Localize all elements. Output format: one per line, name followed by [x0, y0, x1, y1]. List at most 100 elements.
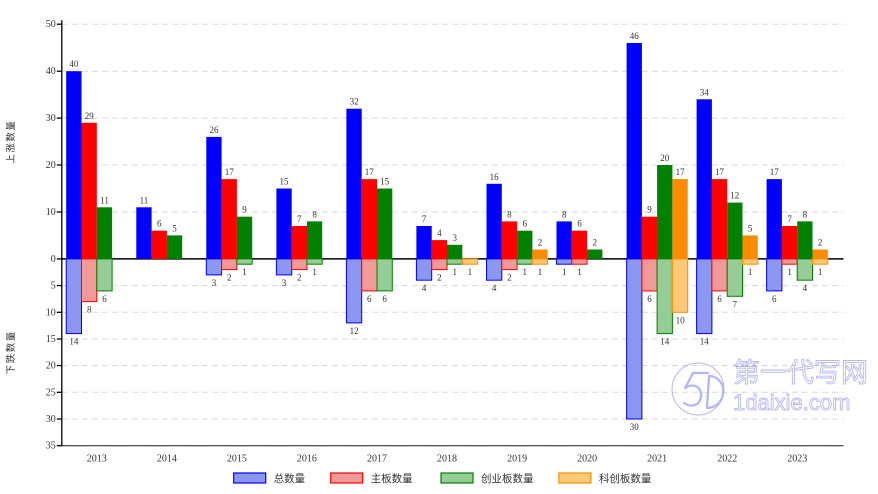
svg-text:26: 26 — [210, 125, 220, 135]
svg-text:17: 17 — [770, 167, 780, 177]
svg-text:1: 1 — [522, 267, 527, 277]
svg-text:1: 1 — [468, 267, 473, 277]
svg-text:1: 1 — [818, 267, 823, 277]
svg-text:9: 9 — [647, 205, 652, 215]
svg-text:0: 0 — [51, 254, 56, 265]
svg-text:14: 14 — [69, 337, 79, 347]
svg-text:上涨数量: 上涨数量 — [5, 120, 17, 164]
svg-text:16: 16 — [490, 172, 500, 182]
svg-text:6: 6 — [647, 294, 652, 304]
svg-text:11: 11 — [140, 195, 149, 205]
svg-text:7: 7 — [787, 214, 792, 224]
svg-text:2: 2 — [227, 273, 232, 283]
svg-text:30: 30 — [46, 414, 56, 425]
svg-text:6: 6 — [367, 294, 372, 304]
svg-text:下跌数量: 下跌数量 — [5, 330, 17, 374]
svg-text:17: 17 — [365, 167, 375, 177]
svg-text:1: 1 — [312, 267, 317, 277]
svg-text:17: 17 — [715, 167, 725, 177]
svg-text:7: 7 — [297, 214, 302, 224]
svg-text:14: 14 — [660, 337, 670, 347]
svg-text:35: 35 — [46, 441, 56, 452]
svg-text:3: 3 — [452, 233, 457, 243]
svg-text:10: 10 — [676, 315, 686, 325]
svg-text:2: 2 — [437, 273, 442, 283]
svg-text:2: 2 — [818, 238, 823, 248]
svg-text:3: 3 — [282, 278, 287, 288]
svg-text:10: 10 — [46, 307, 56, 318]
svg-text:2: 2 — [592, 238, 597, 248]
svg-text:6: 6 — [102, 294, 107, 304]
svg-text:1: 1 — [562, 267, 567, 277]
svg-text:2018: 2018 — [437, 454, 457, 465]
svg-text:8: 8 — [562, 209, 567, 219]
svg-text:34: 34 — [700, 87, 710, 97]
svg-text:2: 2 — [507, 273, 512, 283]
svg-text:2015: 2015 — [227, 454, 247, 465]
svg-text:2021: 2021 — [647, 454, 667, 465]
svg-text:6: 6 — [772, 294, 777, 304]
svg-text:4: 4 — [437, 228, 442, 238]
svg-text:2013: 2013 — [87, 454, 107, 465]
svg-text:1: 1 — [538, 267, 543, 277]
svg-text:40: 40 — [46, 66, 56, 77]
svg-text:32: 32 — [350, 97, 359, 107]
svg-text:1: 1 — [242, 267, 247, 277]
svg-text:2: 2 — [297, 273, 302, 283]
svg-text:11: 11 — [100, 195, 109, 205]
svg-text:25: 25 — [46, 387, 56, 398]
svg-text:1: 1 — [577, 267, 582, 277]
svg-text:5: 5 — [172, 223, 177, 233]
svg-text:8: 8 — [312, 209, 317, 219]
svg-text:8: 8 — [87, 305, 92, 315]
svg-text:6: 6 — [717, 294, 722, 304]
svg-text:9: 9 — [242, 205, 247, 215]
svg-text:2: 2 — [538, 238, 543, 248]
svg-text:2019: 2019 — [507, 454, 527, 465]
svg-text:6: 6 — [577, 219, 582, 229]
svg-text:总数量: 总数量 — [274, 472, 306, 485]
svg-text:4: 4 — [422, 283, 427, 293]
svg-text:46: 46 — [630, 31, 640, 41]
svg-text:2016: 2016 — [297, 454, 317, 465]
svg-text:20: 20 — [660, 153, 670, 163]
svg-text:1: 1 — [452, 267, 457, 277]
svg-text:15: 15 — [46, 334, 56, 345]
svg-text:14: 14 — [700, 337, 710, 347]
svg-text:科创板数量: 科创板数量 — [599, 472, 652, 485]
svg-text:3: 3 — [212, 278, 217, 288]
svg-text:创业板数量: 创业板数量 — [481, 472, 534, 485]
svg-text:4: 4 — [803, 283, 808, 293]
svg-text:20: 20 — [46, 160, 56, 171]
svg-text:第一代写网: 第一代写网 — [733, 358, 868, 388]
svg-text:15: 15 — [280, 177, 290, 187]
svg-text:30: 30 — [630, 422, 640, 432]
svg-text:10: 10 — [46, 207, 56, 218]
svg-text:29: 29 — [85, 111, 95, 121]
svg-text:8: 8 — [507, 209, 512, 219]
svg-text:5: 5 — [51, 281, 56, 292]
svg-text:5: 5 — [748, 223, 753, 233]
svg-text:1daixie.com: 1daixie.com — [733, 390, 850, 415]
svg-text:2020: 2020 — [577, 454, 597, 465]
svg-text:15: 15 — [380, 177, 390, 187]
svg-text:12: 12 — [350, 326, 359, 336]
svg-text:8: 8 — [803, 209, 808, 219]
svg-text:17: 17 — [225, 167, 235, 177]
svg-text:30: 30 — [46, 113, 56, 124]
svg-text:12: 12 — [730, 191, 739, 201]
svg-text:主板数量: 主板数量 — [371, 472, 413, 485]
svg-text:2022: 2022 — [717, 454, 737, 465]
svg-text:1: 1 — [748, 267, 753, 277]
svg-text:4: 4 — [492, 283, 497, 293]
svg-text:20: 20 — [46, 361, 56, 372]
svg-text:6: 6 — [157, 219, 162, 229]
svg-text:40: 40 — [69, 59, 79, 69]
svg-text:7: 7 — [733, 299, 738, 309]
svg-text:6: 6 — [522, 219, 527, 229]
svg-text:2023: 2023 — [787, 454, 807, 465]
svg-text:2017: 2017 — [367, 454, 387, 465]
svg-text:17: 17 — [676, 167, 686, 177]
svg-text:7: 7 — [422, 214, 427, 224]
svg-text:1: 1 — [787, 267, 792, 277]
